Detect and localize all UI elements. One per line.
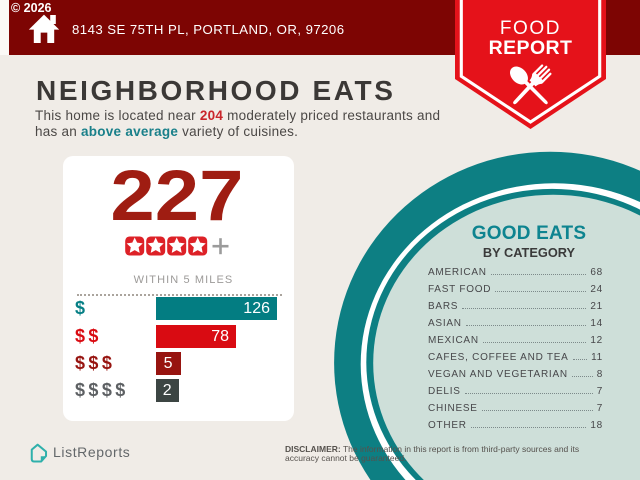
- svg-text:REPORT: REPORT: [489, 37, 573, 59]
- svg-text:FOOD: FOOD: [500, 18, 561, 39]
